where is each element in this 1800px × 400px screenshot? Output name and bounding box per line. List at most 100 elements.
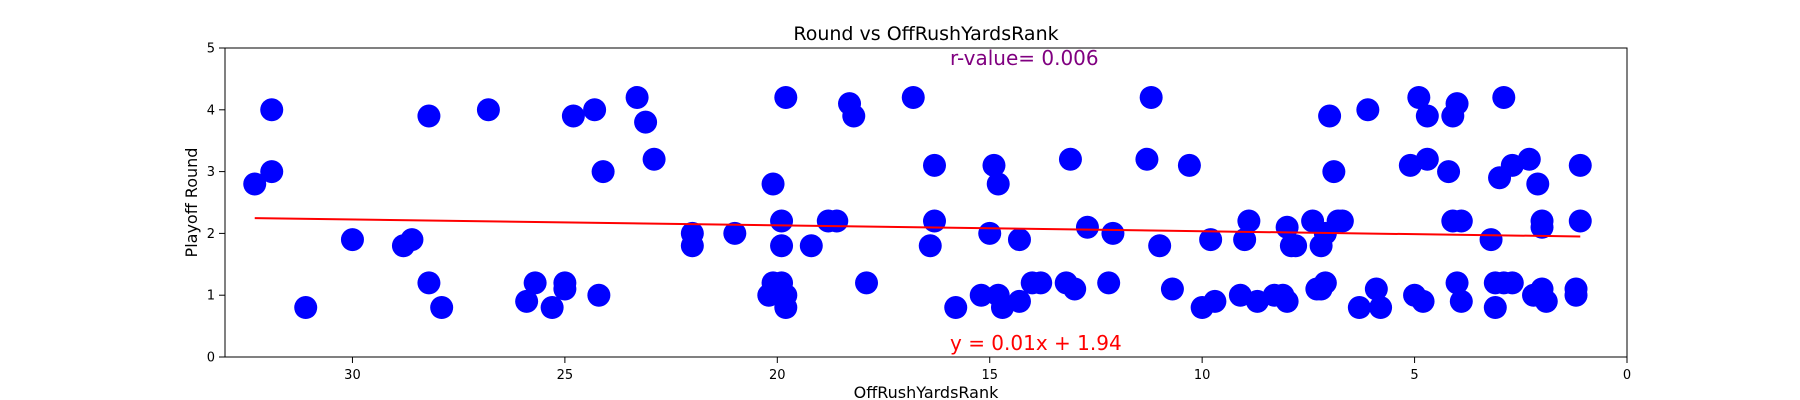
data-point — [1029, 271, 1053, 295]
data-point — [1347, 296, 1371, 320]
data-point — [634, 110, 658, 134]
data-point — [1160, 277, 1184, 301]
data-point — [1411, 289, 1435, 313]
data-point — [1007, 289, 1031, 313]
r-value-annotation: r-value= 0.006 — [950, 46, 1099, 70]
data-point — [515, 289, 539, 313]
data-point — [417, 271, 441, 295]
data-point — [1517, 147, 1541, 171]
data-point — [944, 296, 968, 320]
data-point — [625, 85, 649, 109]
x-tick-label: 10 — [1194, 368, 1211, 383]
data-point — [1437, 160, 1461, 184]
data-point — [1564, 283, 1588, 307]
data-point — [1139, 85, 1163, 109]
data-point — [918, 234, 942, 258]
data-point — [523, 271, 547, 295]
data-point — [294, 296, 318, 320]
regression-equation-annotation: y = 0.01x + 1.94 — [950, 331, 1122, 355]
data-point — [774, 85, 798, 109]
data-point — [642, 147, 666, 171]
y-axis-title: Playoff Round — [182, 148, 201, 258]
data-point — [1415, 147, 1439, 171]
data-point — [1330, 209, 1354, 233]
data-point — [680, 234, 704, 258]
data-point — [1415, 104, 1439, 128]
data-point — [1097, 271, 1121, 295]
data-point — [1284, 234, 1308, 258]
y-tick-label: 2 — [207, 227, 215, 242]
data-point — [1058, 147, 1082, 171]
data-point — [1101, 221, 1125, 245]
x-axis-ticks: 30 25 20 15 10 5 0 — [344, 357, 1631, 383]
data-point — [723, 221, 747, 245]
data-point — [799, 234, 823, 258]
chart-title: Round vs OffRushYardsRank — [793, 23, 1058, 45]
data-point — [540, 296, 564, 320]
data-point — [476, 98, 500, 122]
y-tick-label: 0 — [207, 351, 215, 366]
data-point — [561, 104, 585, 128]
data-point — [1530, 215, 1554, 239]
x-axis-title: OffRushYardsRank — [854, 383, 1000, 400]
data-point — [1075, 215, 1099, 239]
data-point — [1275, 289, 1299, 313]
data-point — [770, 234, 794, 258]
data-point — [1313, 271, 1337, 295]
data-point — [1135, 147, 1159, 171]
data-point — [986, 172, 1010, 196]
data-point — [922, 209, 946, 233]
data-point — [1369, 296, 1393, 320]
data-point — [400, 228, 424, 252]
data-point — [1445, 271, 1469, 295]
data-point — [774, 296, 798, 320]
data-point — [553, 277, 577, 301]
x-tick-label: 5 — [1410, 368, 1418, 383]
data-point — [587, 283, 611, 307]
data-point — [1007, 228, 1031, 252]
data-point — [260, 160, 284, 184]
data-point — [583, 98, 607, 122]
data-point — [1177, 153, 1201, 177]
data-point — [417, 104, 441, 128]
data-point — [978, 221, 1002, 245]
data-point — [1449, 289, 1473, 313]
data-point — [243, 172, 267, 196]
data-point — [922, 153, 946, 177]
data-point — [1233, 228, 1257, 252]
x-tick-label: 30 — [344, 368, 361, 383]
data-point — [1449, 209, 1473, 233]
data-point — [761, 172, 785, 196]
data-point — [1407, 85, 1431, 109]
data-point — [1479, 228, 1503, 252]
data-point — [825, 209, 849, 233]
data-point — [1364, 277, 1388, 301]
data-point — [1063, 277, 1087, 301]
data-point — [901, 85, 925, 109]
data-point — [1526, 172, 1550, 196]
data-point — [1318, 104, 1342, 128]
data-point — [1445, 92, 1469, 116]
data-point — [1568, 153, 1592, 177]
data-points — [243, 85, 1592, 320]
x-tick-label: 20 — [769, 368, 786, 383]
y-tick-label: 5 — [207, 42, 215, 57]
data-point — [1148, 234, 1172, 258]
y-tick-label: 4 — [207, 103, 215, 118]
x-tick-label: 0 — [1623, 368, 1631, 383]
data-point — [430, 296, 454, 320]
data-point — [1203, 289, 1227, 313]
data-point — [1492, 85, 1516, 109]
plot-frame — [224, 47, 1628, 358]
data-point — [340, 228, 364, 252]
data-point — [591, 160, 615, 184]
y-tick-label: 1 — [207, 289, 215, 304]
data-point — [855, 271, 879, 295]
data-point — [1237, 209, 1261, 233]
data-point — [1199, 228, 1223, 252]
regression-line — [254, 217, 1581, 238]
data-point — [969, 283, 993, 307]
y-tick-label: 3 — [207, 165, 215, 180]
data-point — [260, 98, 284, 122]
